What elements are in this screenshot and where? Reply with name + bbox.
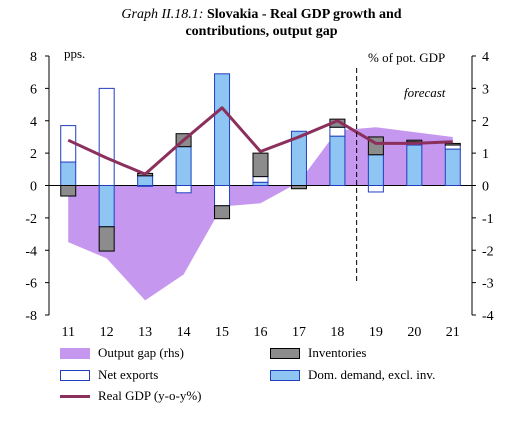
bar-net-exports-19 — [367, 185, 384, 193]
left-tick-label--8: -8 — [25, 309, 37, 324]
legend-dom-demand: Dom. demand, excl. inv. — [270, 366, 435, 384]
bar-net-exports-12 — [98, 87, 115, 186]
legend-swatch-real-gdp — [60, 394, 90, 398]
left-tick-label--4: -4 — [25, 244, 37, 259]
legend-swatch-dom-demand — [270, 369, 300, 381]
legend-swatch-net-exports — [60, 369, 90, 381]
bar-dom-demand-11 — [60, 161, 77, 186]
bar-dom-demand-13 — [137, 175, 154, 187]
right-tick-label-0: 0 — [482, 180, 489, 195]
legend-label-dom-demand: Dom. demand, excl. inv. — [308, 367, 436, 382]
left-tick-label--6: -6 — [25, 277, 37, 292]
x-tick-label-12: 12 — [100, 325, 114, 340]
bar-dom-demand-18 — [329, 135, 346, 187]
left-tick-label-6: 6 — [30, 82, 37, 97]
title-main-line1: Slovakia - Real GDP growth and — [206, 7, 402, 22]
bar-dom-demand-21 — [444, 148, 461, 186]
chart-title: Graph II.18.1: Slovakia - Real GDP growt… — [0, 6, 523, 40]
bar-net-exports-14 — [175, 185, 192, 194]
legend-real-gdp: Real GDP (y-o-y%) — [60, 387, 202, 405]
right-tick-label--4: -4 — [482, 309, 494, 324]
right-tick-label-4: 4 — [482, 50, 489, 65]
legend-label-inventories: Inventories — [308, 345, 367, 360]
legend-label-net-exports: Net exports — [98, 367, 159, 382]
legend-swatch-inventories — [270, 347, 300, 359]
x-tick-label-14: 14 — [177, 325, 191, 340]
right-axis-unit: % of pot. GDP — [368, 50, 446, 65]
bar-inventories-15 — [214, 205, 231, 220]
bar-inventories-16 — [252, 152, 269, 178]
x-tick-label-20: 20 — [407, 325, 421, 340]
legend-net-exports: Net exports — [60, 366, 158, 384]
x-tick-label-21: 21 — [446, 325, 460, 340]
bar-inventories-11 — [60, 185, 77, 197]
x-tick-label-16: 16 — [254, 325, 268, 340]
left-axis-unit: pps. — [64, 46, 86, 61]
right-tick-label--2: -2 — [482, 244, 494, 259]
right-tick-label-1: 1 — [482, 147, 489, 162]
bar-inventories-17 — [290, 185, 307, 190]
bar-dom-demand-15 — [214, 73, 231, 186]
x-tick-label-18: 18 — [330, 325, 344, 340]
x-tick-label-19: 19 — [369, 325, 383, 340]
bar-dom-demand-20 — [406, 144, 423, 186]
legend-label-output-gap: Output gap (rhs) — [98, 345, 184, 360]
forecast-annotation: forecast — [404, 85, 446, 100]
bar-net-exports-21 — [444, 144, 461, 150]
x-tick-label-11: 11 — [61, 325, 74, 340]
bar-net-exports-16 — [252, 176, 269, 183]
left-tick-label-2: 2 — [30, 147, 37, 162]
left-tick-label--2: -2 — [25, 212, 37, 227]
bar-inventories-20 — [406, 139, 423, 143]
legend-inventories: Inventories — [270, 344, 366, 362]
title-main-line2: contributions, output gap — [185, 24, 338, 39]
left-tick-label-0: 0 — [30, 180, 37, 195]
legend-label-real-gdp: Real GDP (y-o-y%) — [98, 388, 202, 403]
legend-swatch-output-gap — [60, 347, 90, 359]
x-tick-label-15: 15 — [215, 325, 229, 340]
bar-dom-demand-14 — [175, 146, 192, 186]
bar-inventories-12 — [98, 226, 115, 252]
title-lead: Graph II.18.1: — [121, 7, 204, 22]
right-tick-label--1: -1 — [482, 212, 494, 227]
right-tick-label-2: 2 — [482, 115, 489, 130]
bar-inventories-21 — [444, 142, 461, 146]
output-gap-area — [68, 127, 453, 301]
right-tick-label--3: -3 — [482, 277, 494, 292]
x-tick-label-13: 13 — [138, 325, 152, 340]
bar-net-exports-15 — [214, 185, 231, 207]
x-tick-label-17: 17 — [292, 325, 306, 340]
bar-dom-demand-12 — [98, 185, 115, 228]
right-tick-label-3: 3 — [482, 82, 489, 97]
bar-dom-demand-19 — [367, 154, 384, 186]
legend-output-gap: Output gap (rhs) — [60, 344, 184, 362]
bar-net-exports-13 — [137, 185, 154, 187]
left-tick-label-4: 4 — [30, 115, 37, 130]
bar-net-exports-18 — [329, 126, 346, 137]
left-tick-label-8: 8 — [30, 50, 37, 65]
